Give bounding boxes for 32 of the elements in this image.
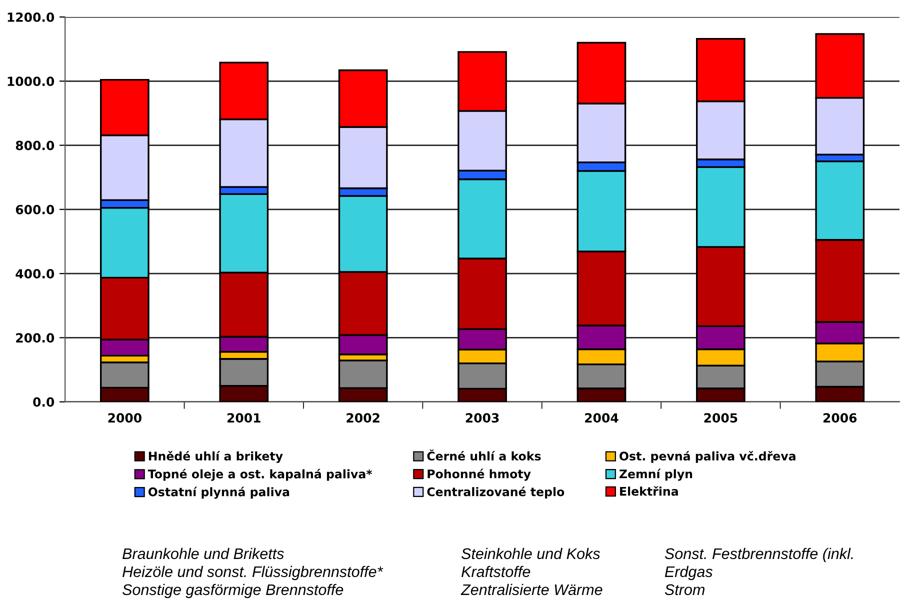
- text: Braunkohle und Briketts: [122, 548, 284, 560]
- x-tick-label: 2002: [346, 413, 380, 423]
- legend-label: Elektřina: [620, 486, 678, 496]
- y-tick-label: 0.0: [33, 397, 54, 407]
- legend-label: Hnědé uhlí a brikety: [148, 450, 283, 463]
- text: Kraftstoffe: [462, 566, 530, 578]
- y-tick-label: 200.0: [16, 333, 54, 343]
- legend-label: Černé uhlí a koks: [427, 449, 541, 461]
- x-tick-label: 2005: [704, 413, 738, 423]
- y-tick-label: 1200.0: [8, 12, 54, 22]
- text: Heizöle und sonst. Flüssigbrennstoffe*: [122, 566, 384, 580]
- x-tick-label: 2000: [108, 413, 142, 423]
- legend-label: Zemní plyn: [620, 468, 692, 481]
- text: Strom: [664, 584, 704, 596]
- x-tick-label: 2006: [823, 413, 857, 423]
- text: Erdgas: [664, 566, 713, 580]
- legend-label: Ostatní plynná paliva: [148, 486, 290, 499]
- text: Sonstige gasförmige Brennstoffe: [122, 584, 344, 598]
- x-tick-label: 2004: [585, 413, 618, 423]
- x-tick-label: 2001: [227, 413, 260, 423]
- text: Steinkohle und Koks: [461, 548, 600, 560]
- legend-label: Pohonné hmoty: [428, 468, 531, 481]
- text: Sonst. Festbrennstoffe (inkl.: [664, 548, 853, 562]
- text: Zentralisierte Wärme: [460, 584, 602, 596]
- y-tick-label: 400.0: [16, 269, 54, 278]
- legend-label: Ost. pevná paliva vč.dřeva: [620, 450, 796, 463]
- y-tick-label: 1000.0: [8, 76, 54, 86]
- y-tick-label: 800.0: [16, 140, 54, 150]
- x-tick-label: 2003: [466, 413, 499, 423]
- y-tick-label: 600.0: [16, 204, 54, 214]
- legend-label: Topné oleje a ost. kapalná paliva*: [148, 468, 372, 481]
- legend-label: Centralizované teplo: [427, 486, 564, 499]
